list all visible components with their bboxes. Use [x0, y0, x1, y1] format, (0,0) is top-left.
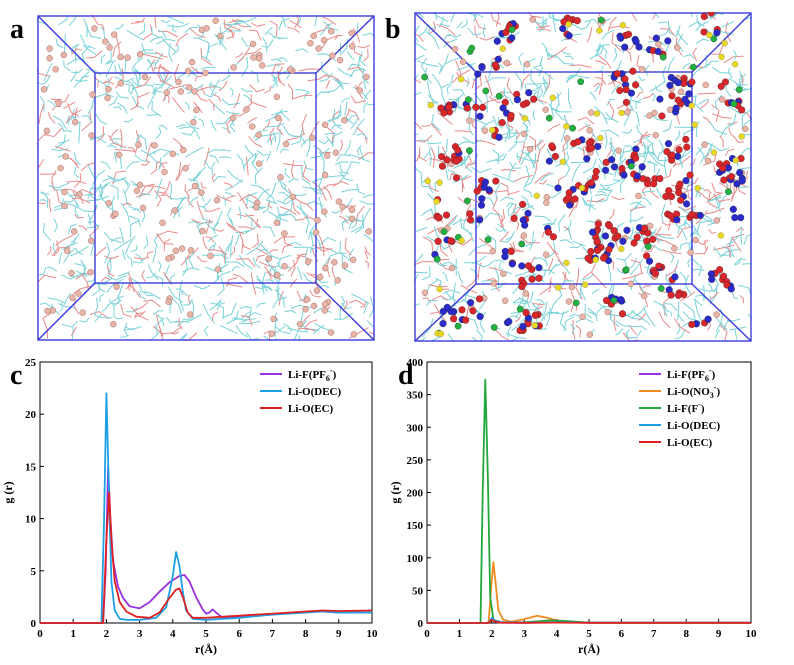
legend-label: Li-F(F-) [667, 400, 705, 415]
y-tick-label: 300 [407, 422, 424, 434]
series-line-li-o-dec- [40, 392, 372, 624]
rdf-chart-d: 0 1 2 3 4 5 6 7 8 9 10050100150200250300350400r(Å)… [388, 357, 758, 656]
y-tick-label: 0 [31, 618, 37, 630]
y-tick-label: 10 [25, 514, 37, 526]
y-tick-label: 5 [31, 566, 37, 578]
x-tick-label: 0 [37, 628, 43, 640]
x-tick-label: 1 [70, 628, 76, 640]
plot-frame [426, 361, 752, 624]
legend-label: Li-O(EC) [667, 437, 713, 449]
legend-label: Li-O(NO3-) [667, 383, 720, 400]
x-tick-label: 10 [746, 628, 758, 640]
x-tick-label: 4 [554, 628, 560, 640]
series-line-li-o-ec- [427, 618, 751, 624]
x-axis-label: r(Å) [578, 642, 600, 656]
y-tick-label: 350 [407, 390, 424, 402]
rdf-plot-d: 0 1 2 3 4 5 6 7 8 9 10 0 50 100 150 200 250 300 350 400 r(Å)… [388, 350, 794, 665]
x-tick-label: 2 [104, 628, 110, 640]
ion-spheres [40, 17, 372, 338]
y-tick-label: 400 [407, 357, 424, 369]
md-box-snapshot-a [37, 15, 375, 341]
x-tick-label: 8 [303, 628, 309, 640]
y-axis-label: g (r) [1, 481, 15, 503]
legend-label: Li-O(DEC) [288, 386, 342, 398]
panel-letter-a: a [10, 14, 24, 45]
y-tick-label: 15 [25, 461, 37, 473]
x-tick-label: 7 [651, 628, 657, 640]
x-tick-label: 3 [137, 628, 143, 640]
rdf-plot-c: 0 1 2 3 4 5 6 7 8 9 10 0 5 10 15 20 25 r(Å) g (r) Li-F(PF6-… [0, 350, 385, 665]
x-tick-label: 4 [170, 628, 176, 640]
y-tick-label: 20 [25, 409, 37, 421]
series-line-li-f-f- [427, 378, 751, 624]
ion-spheres [421, 12, 749, 338]
legend-label: Li-O(EC) [288, 403, 334, 415]
y-tick-label: 250 [407, 455, 424, 467]
x-tick-label: 9 [336, 628, 342, 640]
series-line-li-f-pf6- [40, 465, 372, 624]
y-tick-label: 100 [407, 553, 424, 565]
y-tick-label: 0 [418, 618, 424, 630]
series-line-li-o-no3- [427, 561, 751, 624]
x-axis-label: r(Å) [195, 642, 217, 656]
x-tick-label: 7 [270, 628, 276, 640]
rdf-chart-c: 0 1 2 3 4 5 6 7 8 9 10 0 5 10 15 20 25 r(Å) g (r) Li-F(PF6-… [1, 357, 379, 656]
y-tick-label: 200 [407, 488, 424, 500]
y-tick-label: 25 [25, 357, 37, 369]
x-tick-label: 9 [716, 628, 722, 640]
x-tick-label: 6 [619, 628, 625, 640]
x-tick-label: 1 [457, 628, 463, 640]
y-axis-label: g (r) [388, 481, 402, 503]
snapshot-panel-b [414, 12, 752, 342]
md-box-snapshot-b [414, 12, 752, 342]
x-tick-label: 5 [586, 628, 592, 640]
panel-letter-b: b [385, 14, 401, 45]
x-tick-label: 6 [236, 628, 242, 640]
legend-label: Li-O(DEC) [667, 420, 721, 432]
y-tick-label: 150 [407, 520, 424, 532]
y-tick-label: 50 [412, 585, 424, 597]
x-tick-label: 0 [424, 628, 430, 640]
x-tick-label: 2 [489, 628, 495, 640]
x-tick-label: 5 [203, 628, 209, 640]
x-tick-label: 8 [683, 628, 689, 640]
series-line-li-o-ec- [40, 491, 373, 624]
snapshot-panel-a [37, 15, 375, 341]
plot-frame [39, 361, 373, 624]
x-tick-label: 10 [367, 628, 379, 640]
x-tick-label: 3 [521, 628, 527, 640]
panel-letter-d: d [398, 360, 414, 391]
legend-label: Li-F(PF6-) [288, 366, 337, 383]
panel-letter-c: c [10, 360, 23, 391]
legend-label: Li-F(PF6-) [667, 366, 716, 383]
